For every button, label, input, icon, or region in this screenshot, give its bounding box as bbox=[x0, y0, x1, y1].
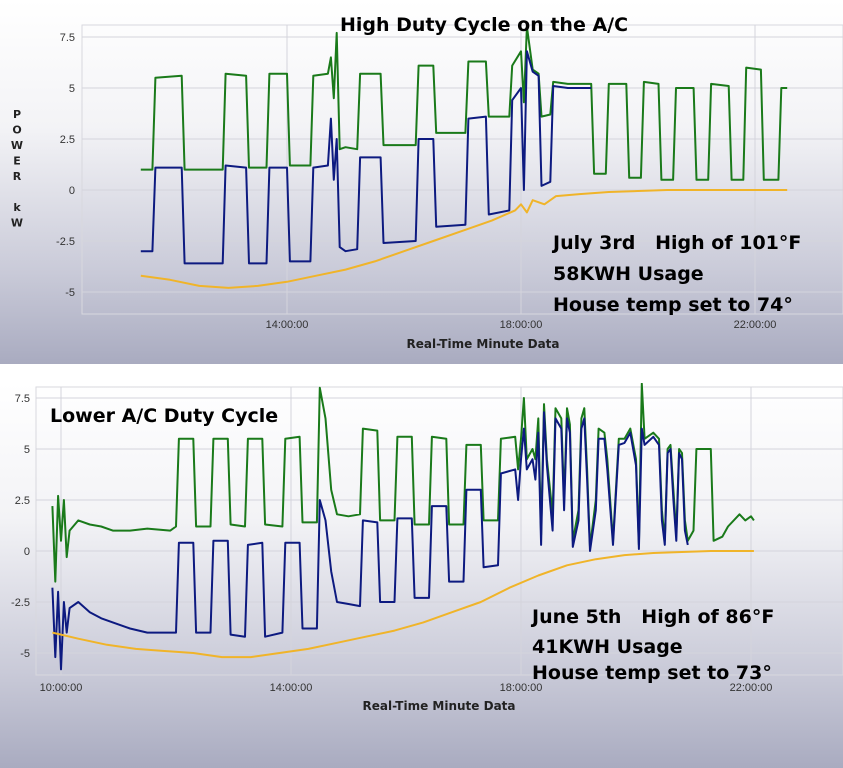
x-tick-label: 10:00:00 bbox=[40, 682, 83, 694]
y-tick-label: -5 bbox=[65, 287, 75, 299]
bottom-annotation-usage: 41KWH Usage bbox=[532, 636, 683, 658]
top-annotation-usage: 58KWH Usage bbox=[553, 263, 704, 285]
x-tick-label: 18:00:00 bbox=[500, 682, 543, 694]
series-line-3 bbox=[140, 189, 788, 289]
plot-area bbox=[81, 24, 843, 315]
top-chart-title: High Duty Cycle on the A/C bbox=[340, 14, 629, 36]
y-axis-label-letter: E bbox=[13, 155, 21, 168]
y-tick-label: 5 bbox=[69, 83, 75, 95]
y-axis-label-letter: k bbox=[13, 201, 21, 214]
bottom-chart-panel: 7.5 5 2.5 0 -2.5 -5 10:00:00 14:00:00 18:00:00 22… bbox=[0, 383, 843, 768]
x-tick-label: 22:00:00 bbox=[734, 319, 777, 331]
y-axis-label-letter: P bbox=[13, 108, 21, 121]
y-tick-label: 0 bbox=[24, 546, 30, 558]
panel-gap bbox=[0, 364, 843, 383]
x-tick-label: 18:00:00 bbox=[500, 319, 543, 331]
x-axis-label: Real-Time Minute Data bbox=[406, 337, 559, 351]
y-tick-label: -2.5 bbox=[56, 236, 75, 248]
y-tick-label: 5 bbox=[24, 444, 30, 456]
x-axis-label: Real-Time Minute Data bbox=[362, 699, 515, 713]
series-line-2 bbox=[51, 411, 689, 671]
plot-area bbox=[35, 386, 843, 676]
y-tick-label: -2.5 bbox=[11, 597, 30, 609]
y-tick-label: 2.5 bbox=[60, 134, 75, 146]
y-tick-label: 0 bbox=[69, 185, 75, 197]
bottom-annotation-date-high: June 5th High of 86°F bbox=[532, 606, 775, 628]
y-tick-label: 7.5 bbox=[60, 32, 75, 44]
top-chart-panel: 7.5 5 2.5 0 -2.5 -5 14:00:00 18:00:00 22:00:00 Re… bbox=[0, 0, 843, 364]
top-chart-svg: 7.5 5 2.5 0 -2.5 -5 14:00:00 18:00:00 22:00:00 Re… bbox=[11, 24, 843, 351]
y-axis-label-letter: W bbox=[11, 139, 23, 152]
bottom-chart-svg: 7.5 5 2.5 0 -2.5 -5 10:00:00 14:00:00 18:00:00 22… bbox=[11, 383, 843, 713]
y-axis-label-letter: O bbox=[12, 124, 21, 137]
y-tick-label: -5 bbox=[20, 648, 30, 660]
x-tick-label: 14:00:00 bbox=[270, 682, 313, 694]
y-axis-label-letter: W bbox=[11, 217, 23, 230]
x-tick-label: 14:00:00 bbox=[266, 319, 309, 331]
series-line-2 bbox=[140, 50, 592, 265]
y-axis-label-letter: R bbox=[13, 170, 22, 183]
top-annotation-date-high: July 3rd High of 101°F bbox=[553, 232, 802, 254]
top-annotation-house-temp: House temp set to 74° bbox=[553, 294, 793, 316]
y-tick-label: 2.5 bbox=[15, 495, 30, 507]
bottom-chart-title: Lower A/C Duty Cycle bbox=[50, 405, 279, 427]
bottom-annotation-house-temp: House temp set to 73° bbox=[532, 662, 772, 684]
y-tick-label: 7.5 bbox=[15, 393, 30, 405]
x-tick-label: 22:00:00 bbox=[730, 682, 773, 694]
series-line-3 bbox=[52, 550, 754, 659]
series-line-1 bbox=[140, 25, 788, 181]
